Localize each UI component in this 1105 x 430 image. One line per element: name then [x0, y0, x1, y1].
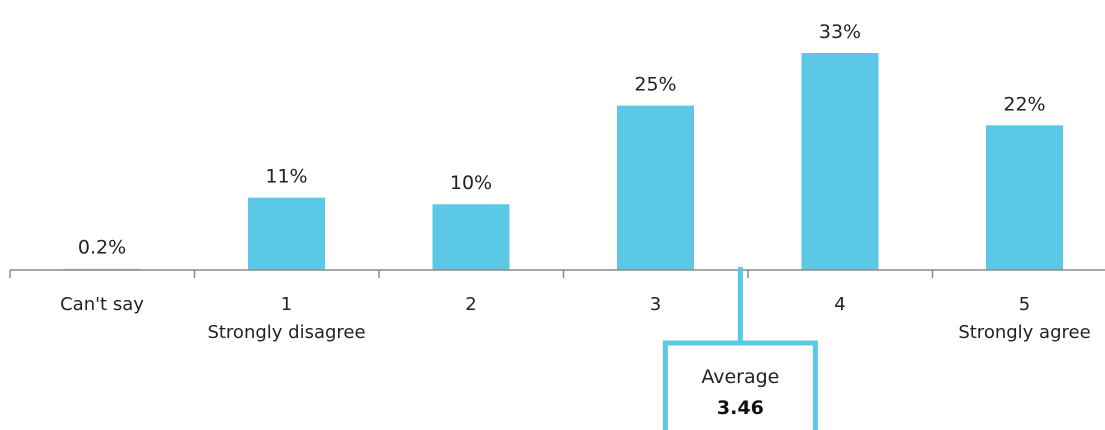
bar-1: [248, 197, 325, 270]
average-marker: Average 3.46: [662, 267, 818, 430]
average-box: [662, 340, 818, 430]
average-label: Average: [701, 366, 779, 388]
category-label-5: 5: [1019, 294, 1030, 315]
average-value: 3.46: [717, 397, 764, 419]
value-label-5: 22%: [1003, 93, 1045, 115]
bar-4: [801, 53, 879, 270]
value-label-1: 11%: [265, 166, 307, 188]
bar-5: [986, 125, 1063, 270]
bars-group: [63, 53, 1063, 270]
bar-2: [432, 204, 510, 270]
category-label-4: 4: [834, 294, 845, 315]
value-labels-group: 0.2% 11% 10% 25% 33% 22%: [78, 21, 1046, 259]
category-label-1: 1: [281, 294, 292, 315]
category-sublabel-5: Strongly agree: [958, 322, 1090, 343]
value-label-0: 0.2%: [78, 237, 126, 259]
x-axis: [9, 269, 1105, 278]
category-label-2: 2: [465, 294, 476, 315]
value-label-4: 33%: [819, 21, 861, 43]
category-labels-group: Can't say 1 Strongly disagree 2 3 4 5 Strongly …: [60, 294, 1091, 343]
category-label-3: 3: [650, 294, 661, 315]
value-label-3: 25%: [634, 74, 676, 96]
value-label-2: 10%: [450, 172, 492, 194]
category-label-0: Can't say: [60, 294, 144, 315]
category-sublabel-1: Strongly disagree: [207, 322, 365, 343]
bar-3: [617, 105, 694, 270]
